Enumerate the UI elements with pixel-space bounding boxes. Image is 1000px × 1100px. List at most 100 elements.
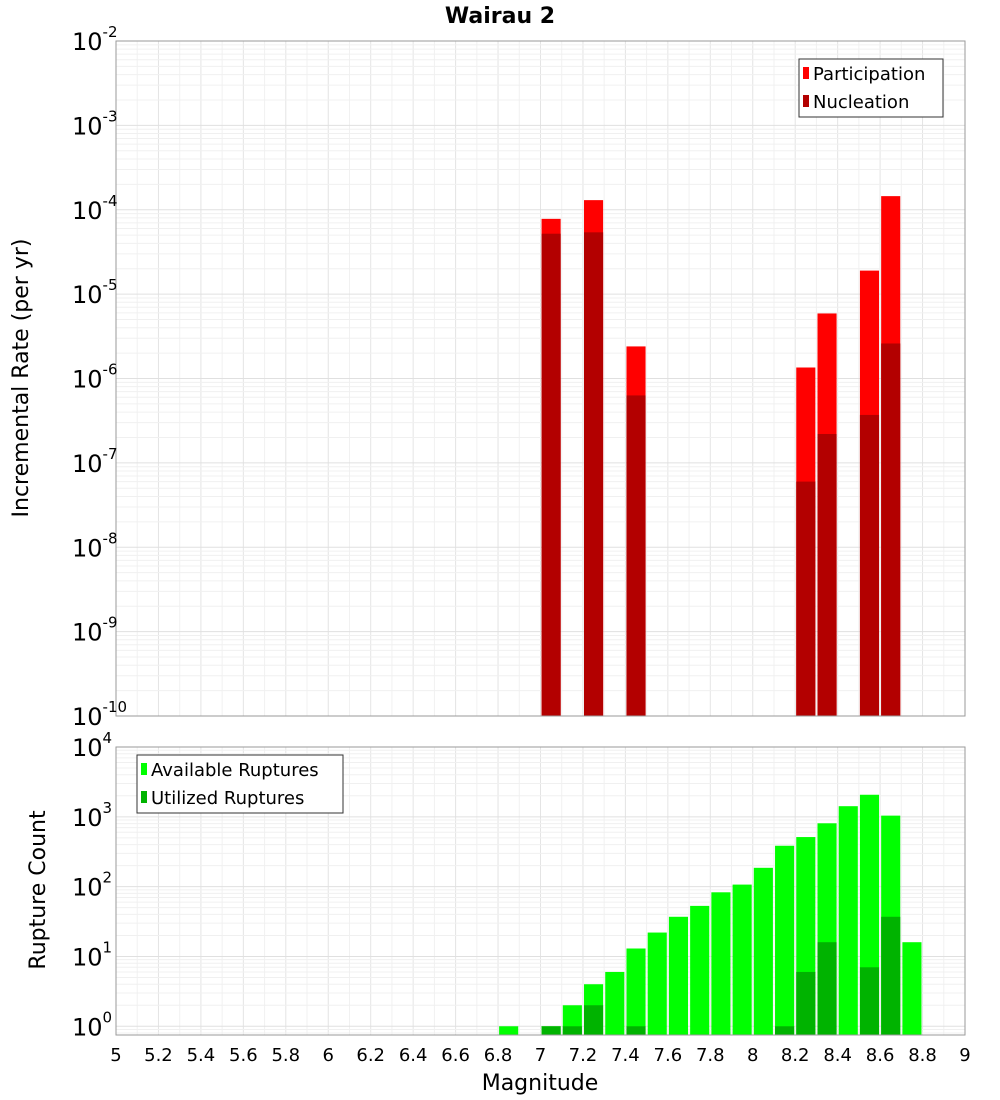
bar-available-ruptures — [902, 942, 922, 1035]
participation-rate-panel: 10-1010-910-810-710-610-510-410-310-2Par… — [72, 23, 966, 731]
legend-swatch — [803, 95, 809, 107]
legend-box — [798, 58, 944, 118]
y-tick-exponent: 0 — [103, 1008, 113, 1026]
bar-available-ruptures — [775, 845, 795, 1035]
bar-available-ruptures — [838, 806, 858, 1035]
y-tick-label: 103 — [72, 799, 112, 832]
y-tick-exponent: 2 — [103, 869, 113, 887]
y-tick-label: 10-4 — [72, 192, 118, 225]
y-tick-base: 10 — [72, 28, 103, 56]
x-tick-label: 9 — [959, 1045, 970, 1066]
y-tick-exponent: -2 — [103, 23, 118, 41]
y-tick-exponent: 1 — [103, 938, 113, 956]
y-tick-base: 10 — [72, 804, 103, 832]
y-tick-exponent: -8 — [103, 529, 118, 547]
bar-nucleation — [817, 433, 837, 716]
bar-nucleation — [541, 233, 561, 716]
legend-swatch — [803, 67, 809, 79]
y-tick-base: 10 — [72, 703, 103, 731]
y-tick-exponent: 3 — [103, 799, 113, 817]
bar-utilized-ruptures — [817, 942, 837, 1035]
y-tick-label: 10-2 — [72, 23, 118, 56]
y-tick-base: 10 — [72, 112, 103, 140]
bar-utilized-ruptures — [859, 967, 880, 1035]
x-tick-label: 5.8 — [271, 1045, 300, 1066]
x-tick-label: 8 — [747, 1045, 758, 1066]
x-tick-label: 6.6 — [441, 1045, 470, 1066]
bottom-bars — [499, 794, 922, 1035]
x-tick-label: 5 — [110, 1045, 121, 1066]
bar-utilized-ruptures — [562, 1026, 582, 1035]
bar-nucleation — [859, 414, 880, 716]
x-tick-label: 8.2 — [781, 1045, 810, 1066]
top-gridlines — [115, 40, 966, 717]
bar-nucleation — [796, 481, 816, 716]
y-tick-label: 10-3 — [72, 107, 118, 140]
y-tick-exponent: -5 — [103, 276, 118, 294]
top-bars — [541, 196, 901, 716]
x-axis-label: Magnitude — [482, 1071, 599, 1096]
legend-box — [136, 754, 344, 814]
bar-available-ruptures — [647, 932, 667, 1035]
bar-utilized-ruptures — [626, 1026, 646, 1035]
y-tick-label: 104 — [72, 729, 112, 762]
top-y-axis-label: Incremental Rate (per yr) — [9, 239, 34, 518]
bottom-y-axis-label: Rupture Count — [26, 810, 51, 970]
y-tick-base: 10 — [72, 943, 103, 971]
y-tick-label: 101 — [72, 938, 112, 971]
x-tick-label: 7.6 — [654, 1045, 683, 1066]
y-tick-base: 10 — [72, 734, 103, 762]
y-tick-exponent: -7 — [103, 445, 118, 463]
y-tick-exponent: -6 — [103, 361, 118, 379]
y-tick-base: 10 — [72, 534, 103, 562]
x-tick-label: 7.2 — [569, 1045, 598, 1066]
x-tick-label: 7 — [535, 1045, 546, 1066]
bar-utilized-ruptures — [881, 916, 901, 1035]
bar-nucleation — [626, 395, 646, 716]
y-tick-base: 10 — [72, 197, 103, 225]
legend-entry: Utilized Ruptures — [151, 788, 304, 809]
top-legend: Participation Nucleation — [798, 58, 944, 118]
y-tick-exponent: -9 — [103, 614, 118, 632]
y-tick-exponent: -3 — [103, 107, 118, 125]
legend-entry: Nucleation — [813, 92, 909, 113]
y-tick-label: 102 — [72, 869, 112, 902]
x-tick-label: 6.4 — [399, 1045, 428, 1066]
bar-available-ruptures — [753, 867, 773, 1035]
y-tick-exponent: 4 — [103, 729, 113, 747]
x-tick-label: 6.8 — [484, 1045, 513, 1066]
bar-available-ruptures — [605, 971, 625, 1035]
y-tick-label: 10-10 — [72, 698, 127, 731]
legend-swatch — [141, 791, 147, 803]
x-ticks: 5 5.2 5.4 5.6 5.8 6 6.2 6.4 6.6 6.8 7 7.2 7.4 7.6 7.8 8… — [110, 1045, 970, 1066]
bar-available-ruptures — [668, 916, 689, 1035]
y-tick-label: 10-5 — [72, 276, 118, 309]
bar-available-ruptures — [626, 948, 646, 1035]
legend-entry: Available Ruptures — [151, 760, 319, 781]
y-tick-base: 10 — [72, 619, 103, 647]
y-tick-exponent: -10 — [103, 698, 128, 716]
y-tick-base: 10 — [72, 366, 103, 394]
bar-utilized-ruptures — [775, 1026, 795, 1035]
y-tick-base: 10 — [72, 281, 103, 309]
chart-title: Wairau 2 — [445, 4, 555, 29]
bar-utilized-ruptures — [541, 1026, 561, 1035]
y-tick-exponent: -4 — [103, 192, 118, 210]
x-tick-label: 7.4 — [611, 1045, 640, 1066]
y-tick-base: 10 — [72, 450, 103, 478]
x-tick-label: 5.2 — [144, 1045, 173, 1066]
bottom-plot-frame — [115, 746, 966, 1036]
x-tick-label: 7.8 — [696, 1045, 725, 1066]
y-tick-label: 10-7 — [72, 445, 118, 478]
bar-available-ruptures — [711, 892, 731, 1035]
x-tick-label: 5.6 — [229, 1045, 258, 1066]
x-tick-label: 6.2 — [356, 1045, 385, 1066]
bar-nucleation — [881, 343, 901, 716]
bar-nucleation — [584, 232, 604, 716]
top-plot-frame — [115, 40, 966, 717]
bar-utilized-ruptures — [584, 1005, 604, 1035]
